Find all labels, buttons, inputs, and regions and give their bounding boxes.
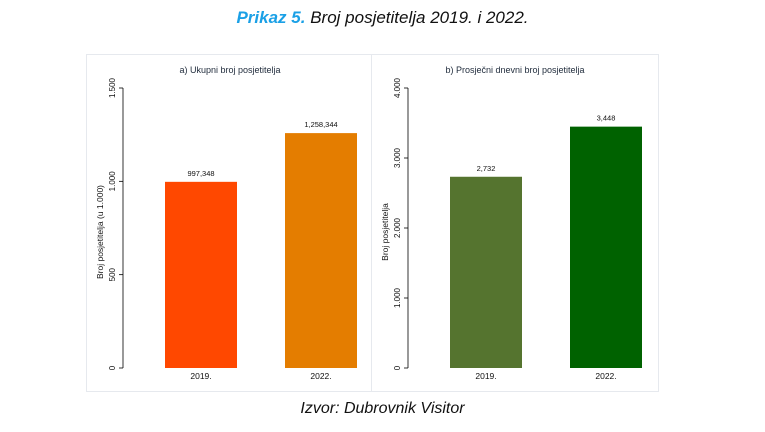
chart-panel-b: b) Prosječni dnevni broj posjetitelja 0 1.… <box>371 54 659 392</box>
figure-title: Prikaz 5. Broj posjetitelja 2019. i 2022… <box>0 8 765 28</box>
chart-title: a) Ukupni broj posjetitelja <box>179 65 280 75</box>
bar-2022 <box>570 126 642 368</box>
figure-label: Prikaz 5. <box>236 8 306 27</box>
chart-a-svg: a) Ukupni broj posjetitelja 0 500 1.000 1.50… <box>95 65 357 381</box>
bar-2019 <box>165 181 237 368</box>
y-tick-label: 1.000 <box>108 171 117 192</box>
y-tick-label: 2.000 <box>393 217 402 238</box>
y-axis-label: Broj posjetitelja <box>380 203 390 261</box>
chart-b-svg: b) Prosječni dnevni broj posjetitelja 0 1.… <box>380 65 642 381</box>
chart-panel-a: a) Ukupni broj posjetitelja 0 500 1.000 1.50… <box>86 54 374 392</box>
x-category-label: 2019. <box>190 371 211 381</box>
y-tick-label: 1.000 <box>393 287 402 308</box>
x-category-label: 2022. <box>595 371 616 381</box>
x-category-label: 2022. <box>310 371 331 381</box>
y-tick-label: 3.000 <box>393 147 402 168</box>
y-tick-label: 4.000 <box>393 77 402 98</box>
y-tick-label: 0 <box>108 365 117 370</box>
y-axis-label: Broj posjetitelja (u 1.000) <box>95 185 105 279</box>
x-category-label: 2019. <box>475 371 496 381</box>
bar-value-label: 2,732 <box>477 164 496 173</box>
bar-2022 <box>285 133 357 368</box>
figure-source: Izvor: Dubrovnik Visitor <box>300 400 465 417</box>
bar-value-label: 3,448 <box>597 114 616 123</box>
chart-title: b) Prosječni dnevni broj posjetitelja <box>445 65 584 75</box>
bar-value-label: 1,258,344 <box>304 120 337 129</box>
y-tick-label: 500 <box>108 267 117 281</box>
y-tick-label: 0 <box>393 365 402 370</box>
figure-title-text: Broj posjetitelja 2019. i 2022. <box>310 8 529 27</box>
y-tick-label: 1.500 <box>108 77 117 98</box>
bar-value-label: 997,348 <box>187 169 214 178</box>
bar-2019 <box>450 176 522 368</box>
